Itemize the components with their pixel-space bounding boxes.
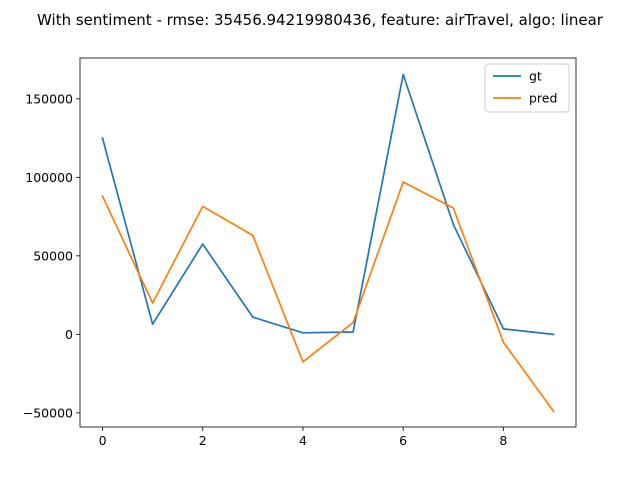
data-point-gt-3: [252, 316, 254, 318]
data-point-pred-8: [502, 341, 505, 344]
data-point-gt-2: [201, 243, 204, 245]
x-tick-label: 6: [399, 433, 407, 448]
plot-area: [101, 73, 555, 413]
data-point-pred-2: [201, 205, 204, 208]
plot-frame: [79, 57, 577, 428]
y-tick-label: 100000: [25, 170, 73, 185]
data-point-gt-7: [452, 223, 455, 226]
y-tick-label: −50000: [23, 405, 73, 420]
data-point-pred-9: [552, 410, 555, 413]
x-axis: 0 2 4 6 8: [99, 427, 507, 448]
legend-label-gt: gt: [529, 69, 542, 84]
y-tick-label: 50000: [33, 248, 73, 263]
data-point-pred-3: [252, 234, 254, 237]
x-tick-label: 4: [299, 433, 307, 448]
data-point-pred-4: [302, 361, 304, 363]
x-tick-label: 2: [199, 433, 207, 448]
data-point-pred-1: [151, 302, 154, 304]
legend-label-pred: pred: [529, 91, 557, 106]
data-point-gt-5: [352, 331, 354, 333]
data-point-pred-6: [402, 181, 405, 183]
data-point-gt-0: [101, 137, 104, 139]
y-tick-label: 0: [65, 327, 73, 342]
data-point-pred-5: [352, 321, 354, 324]
data-point-gt-1: [151, 323, 154, 326]
data-point-pred-7: [452, 207, 455, 209]
chart-title: With sentiment - rmse: 35456.94219980436…: [37, 11, 604, 29]
data-point-gt-9: [552, 333, 555, 336]
legend: gt pred: [484, 63, 570, 113]
series-line-pred: [101, 181, 555, 413]
data-point-gt-6: [402, 73, 405, 76]
x-tick-label: 8: [499, 433, 507, 448]
y-tick-label: 150000: [25, 91, 73, 106]
x-tick-label: 0: [99, 433, 107, 448]
y-axis: −50000 0 50000 100000 150000: [23, 91, 80, 420]
data-point-pred-0: [101, 195, 104, 197]
data-point-gt-8: [502, 328, 505, 330]
data-point-gt-4: [302, 332, 304, 334]
